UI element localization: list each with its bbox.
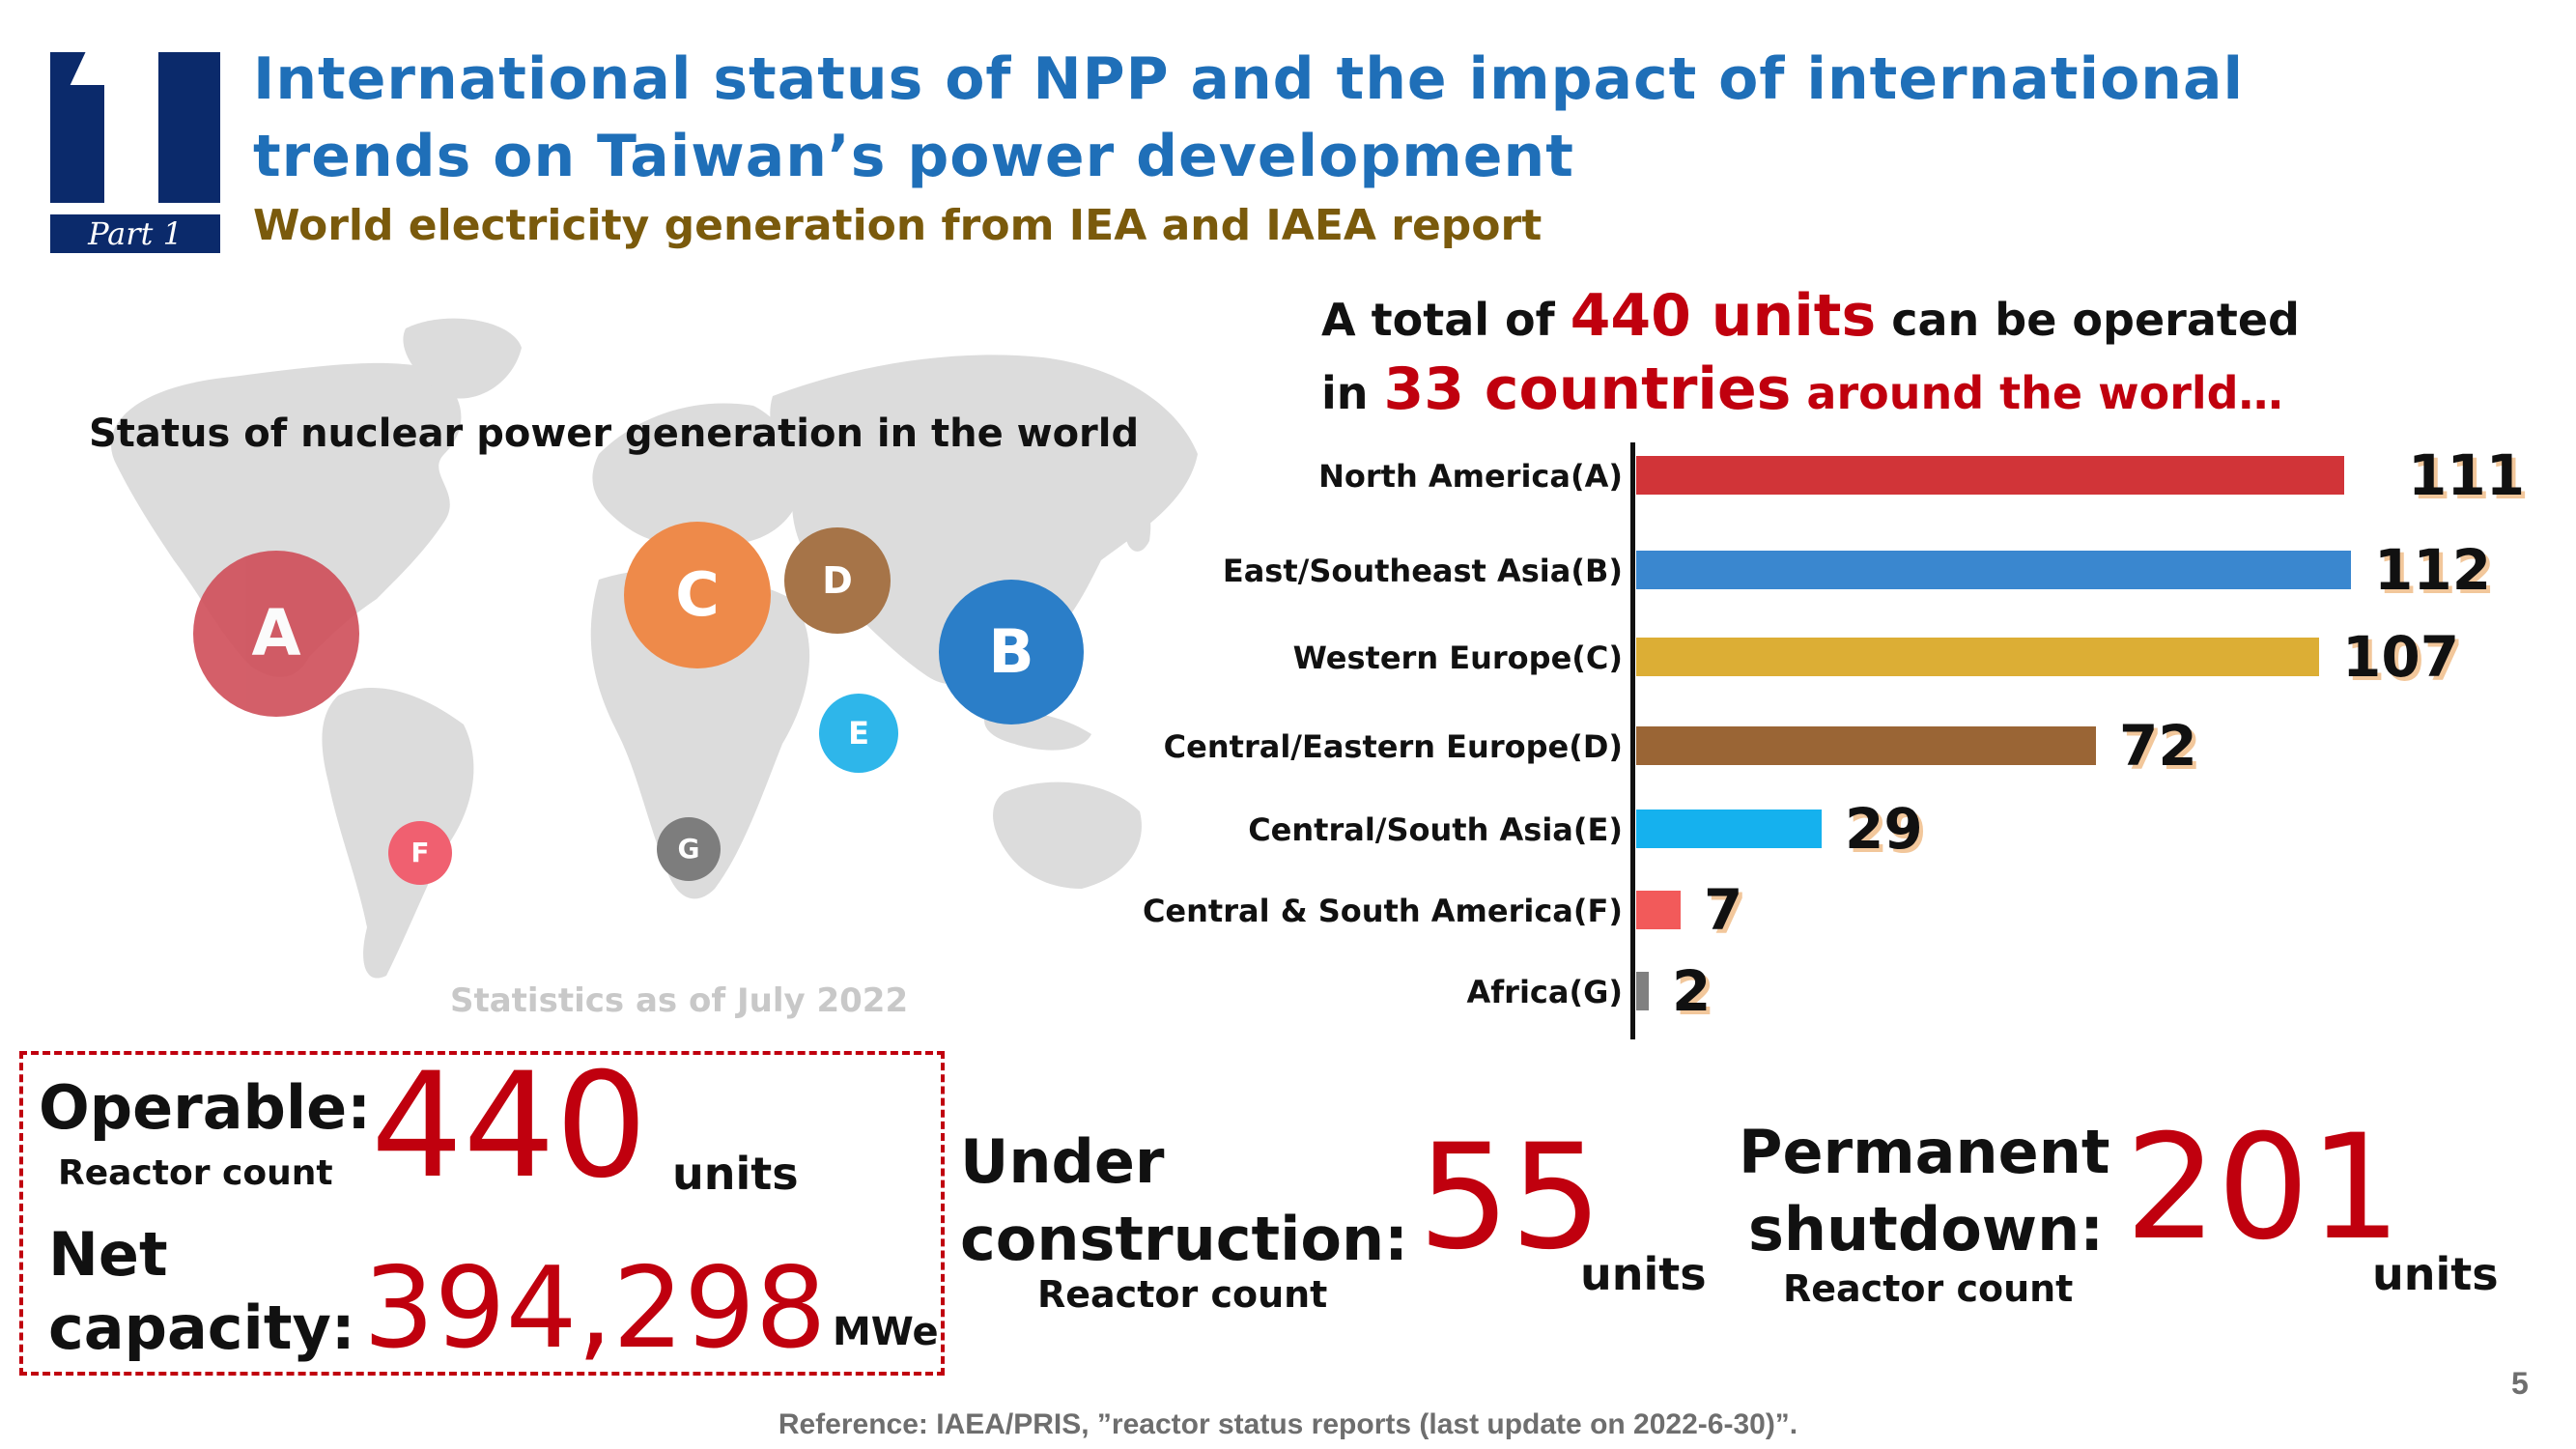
part-number: 1 — [50, 46, 220, 211]
japan-shape — [1123, 499, 1151, 552]
construction-label-1: Under — [960, 1126, 1165, 1197]
bar-category-label: North America(A) — [1318, 458, 1623, 495]
construction-value: 55 — [1418, 1114, 1602, 1282]
shutdown-sub: Reactor count — [1783, 1267, 2074, 1310]
bar — [1636, 456, 2344, 495]
bar — [1636, 810, 1822, 848]
operable-box — [19, 1051, 945, 1376]
shutdown-value: 201 — [2125, 1104, 2402, 1272]
region-marker-b: B — [939, 580, 1084, 724]
europe-shape — [592, 403, 800, 545]
map-title: Status of nuclear power generation in th… — [89, 412, 1140, 456]
headline-units: 440 units — [1570, 282, 1877, 350]
page-title-line2: trends on Taiwan’s power development — [253, 123, 1574, 190]
chart-axis — [1630, 442, 1635, 1039]
world-map — [111, 318, 1198, 979]
net-value: 394,298 — [363, 1243, 827, 1374]
reference-text: Reference: IAEA/PRIS, ”reactor status re… — [778, 1408, 1798, 1440]
headline-pre-2: in — [1321, 367, 1369, 419]
page-number: 5 — [2511, 1366, 2529, 1401]
construction-sub: Reactor count — [1037, 1273, 1328, 1316]
region-marker-f: F — [388, 821, 452, 885]
bar — [1636, 891, 1681, 929]
bar-chart: North America(A) 111 East/Southeast Asia(B… — [1120, 439, 2531, 1039]
part-label: Part 1 — [50, 214, 220, 253]
bar-category-label: Central/Eastern Europe(D) — [1163, 728, 1623, 765]
operable-label: Operable: — [39, 1072, 372, 1143]
bar-value-label: 107 — [2342, 624, 2460, 690]
bar-value-label: 7 — [1704, 877, 1743, 943]
north-america-shape — [111, 362, 462, 677]
bar-value-label: 72 — [2119, 713, 2197, 779]
bar — [1636, 638, 2319, 676]
shutdown-label-1: Permanent — [1739, 1117, 2110, 1187]
headline-post-1: can be operated — [1891, 294, 2300, 346]
bar — [1636, 726, 2096, 765]
headline-post-2: around the world… — [1806, 367, 2283, 419]
bar-category-label: East/Southeast Asia(B) — [1222, 553, 1623, 589]
bar-category-label: Africa(G) — [1466, 974, 1623, 1010]
region-marker-g: G — [657, 817, 721, 881]
headline-pre-1: A total of — [1321, 294, 1555, 346]
page-subtitle: World electricity generation from IEA an… — [253, 201, 1543, 250]
bar — [1636, 972, 1649, 1010]
operable-unit: units — [672, 1148, 799, 1200]
construction-label-2: construction: — [960, 1204, 1408, 1274]
net-label-2: capacity: — [48, 1293, 355, 1363]
shutdown-unit: units — [2372, 1248, 2499, 1300]
bar-category-label: Western Europe(C) — [1292, 639, 1623, 676]
region-marker-d: D — [784, 527, 891, 634]
bar-category-label: Central & South America(F) — [1142, 893, 1623, 929]
bar-value-label: 112 — [2374, 537, 2492, 603]
operable-sub: Reactor count — [58, 1153, 333, 1193]
net-unit: MWe — [833, 1310, 939, 1354]
headline-line1: A total of 440 units can be operated — [1321, 282, 2300, 350]
operable-value: 440 — [371, 1042, 648, 1210]
bar-category-label: Central/South Asia(E) — [1248, 811, 1623, 848]
africa-shape — [590, 569, 810, 899]
part-badge: 1 Part 1 — [50, 46, 220, 255]
bar-value-label: 111 — [2408, 442, 2526, 508]
bar-value-label: 2 — [1672, 958, 1712, 1024]
page-title-line1: International status of NPP and the impa… — [253, 45, 2245, 113]
construction-unit: units — [1580, 1248, 1707, 1300]
net-label-1: Net — [48, 1219, 168, 1290]
map-note: Statistics as of July 2022 — [450, 981, 909, 1020]
greenland-shape — [403, 318, 522, 399]
headline-line2: in 33 countries around the world… — [1321, 355, 2283, 423]
bar-value-label: 29 — [1845, 796, 1923, 862]
headline-countries: 33 countries — [1383, 355, 1792, 423]
region-marker-a: A — [193, 551, 359, 717]
shutdown-label-2: shutdown: — [1748, 1194, 2105, 1264]
region-marker-c: C — [624, 522, 771, 668]
bar — [1636, 551, 2351, 589]
australia-shape — [993, 781, 1142, 889]
region-marker-e: E — [819, 694, 898, 773]
